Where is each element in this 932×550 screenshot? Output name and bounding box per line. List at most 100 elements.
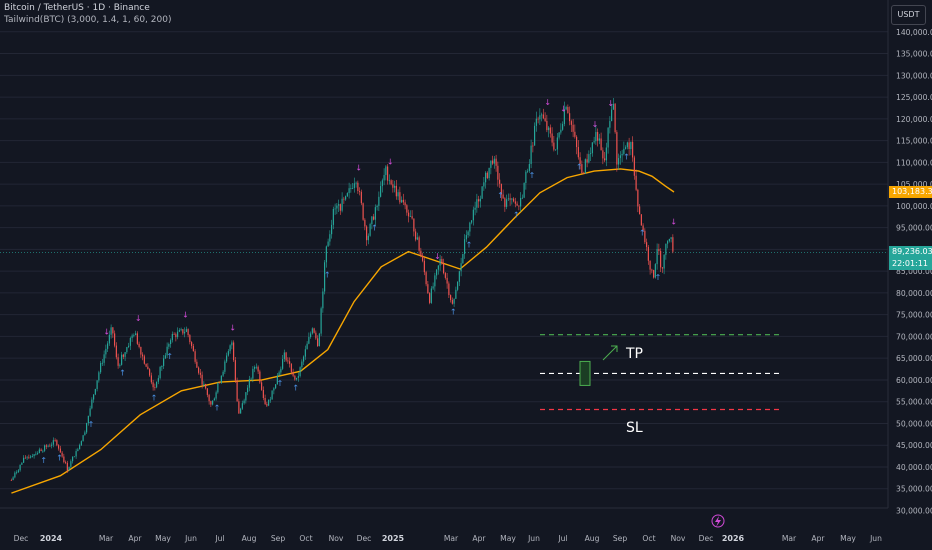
candle-body: [227, 351, 229, 356]
candle-body: [485, 172, 487, 183]
candle-body: [542, 114, 544, 119]
candle-body: [187, 329, 189, 336]
candle-body: [231, 342, 233, 346]
buy-signal-icon: ↑: [56, 454, 63, 463]
entry-candle-box: [579, 360, 591, 386]
candle-body: [654, 264, 656, 278]
candle-body: [581, 164, 583, 174]
candle-body: [98, 372, 100, 381]
candle-body: [289, 361, 291, 364]
time-tick-label: Jun: [527, 534, 540, 543]
candle-body: [10, 480, 12, 481]
candle-body: [668, 238, 670, 242]
candle-body: [574, 131, 576, 137]
price-tick-label: 45,000.00: [896, 441, 932, 450]
time-tick-label: Dec: [699, 534, 714, 543]
time-tick-label: Mar: [99, 534, 114, 543]
candle-body: [602, 150, 604, 159]
candle-body: [633, 157, 635, 176]
indicator-legend[interactable]: Tailwind(BTC) (3,000, 1.4, 1, 60, 200): [4, 15, 172, 25]
candle-body: [24, 457, 26, 459]
candle-body: [441, 259, 443, 264]
candle-body: [455, 289, 457, 299]
candle-body: [37, 453, 39, 454]
candle-body: [614, 103, 616, 133]
buy-signal-icon: ↑: [292, 384, 299, 393]
candle-body: [598, 138, 600, 141]
candle-body: [394, 185, 396, 188]
candle-body: [254, 366, 256, 369]
signal-layer: ↑ ↑ ↑ ↓ ↑ ↓ ↑ ↑ ↓ ↑ ↓ ↑ ↑ ↑ ↓ ↑ ↓ ↓ ↑ ↑ ↑ ↑ ↑ ↓ ↓ ↑ ↓ ↓ ↑ ↑ ↑ ↓: [40, 98, 677, 465]
candle-body: [56, 440, 58, 446]
candle-body: [350, 188, 352, 189]
candle-body: [471, 220, 473, 223]
candle-body: [635, 175, 637, 190]
candle-body: [68, 466, 70, 471]
candle-body: [406, 205, 408, 213]
price-tick-label: 130,000.00: [896, 71, 932, 80]
symbol-title[interactable]: Bitcoin / TetherUS · 1D · Binance: [4, 3, 150, 13]
candle-body: [143, 356, 145, 364]
candle-body: [287, 360, 289, 362]
candle-body: [492, 160, 494, 164]
candle-body: [670, 237, 672, 239]
candle-body: [458, 271, 460, 282]
candle-body: [514, 201, 516, 204]
candle-body: [290, 363, 292, 372]
candle-body: [439, 259, 441, 266]
candle-body: [577, 147, 579, 158]
candle-body: [170, 340, 172, 345]
candle-body: [593, 141, 595, 143]
time-tick-label: Mar: [444, 534, 459, 543]
buy-signal-icon: ↑: [214, 404, 221, 413]
candle-body: [87, 415, 89, 424]
candle-body: [528, 164, 530, 171]
buy-signal-icon: ↑: [576, 163, 583, 172]
candle-body: [215, 392, 217, 399]
candle-body: [376, 205, 378, 208]
candle-body: [661, 267, 663, 269]
candle-body: [619, 155, 621, 159]
price-tick-label: 80,000.00: [896, 289, 932, 298]
sl-label: SL: [626, 420, 643, 436]
currency-button[interactable]: USDT: [891, 5, 926, 25]
time-tick-label: Mar: [782, 534, 797, 543]
candle-body: [140, 346, 142, 355]
candle-body: [331, 224, 333, 235]
candle-body: [418, 237, 420, 251]
candle-body: [432, 286, 434, 289]
price-tick-label: 120,000.00: [896, 115, 932, 124]
sell-signal-icon: ↓: [103, 328, 110, 337]
candle-body: [189, 335, 191, 343]
candle-body: [82, 435, 84, 442]
candle-body: [70, 461, 72, 467]
candle-body: [497, 165, 499, 180]
candle-body: [52, 440, 54, 445]
candle-body: [311, 328, 313, 334]
time-tick-label: Oct: [642, 534, 655, 543]
candle-body: [616, 132, 618, 165]
price-tick-label: 40,000.00: [896, 463, 932, 472]
time-tick-label: Jul: [214, 534, 224, 543]
time-tick-label: Aug: [585, 534, 600, 543]
time-tick-label: Sep: [613, 534, 627, 543]
candle-body: [73, 456, 75, 458]
candle-body: [255, 366, 257, 368]
candle-body: [203, 383, 205, 385]
candle-body: [388, 180, 390, 182]
candle-body: [91, 399, 93, 409]
candle-body: [234, 360, 236, 381]
candle-body: [40, 449, 42, 452]
price-tick-label: 140,000.00: [896, 28, 932, 37]
candle-body: [250, 378, 252, 380]
time-axis-bg: [0, 508, 888, 550]
candle-body: [271, 390, 273, 400]
candle-body: [640, 214, 642, 226]
candle-body: [479, 198, 481, 202]
time-axis: Dec 2024 Mar Apr May Jun Jul Aug Sep Oct Nov Dec 202…: [0, 507, 888, 550]
lightning-icon[interactable]: [711, 514, 725, 528]
candle-body: [238, 401, 240, 414]
candle-body: [367, 235, 369, 241]
